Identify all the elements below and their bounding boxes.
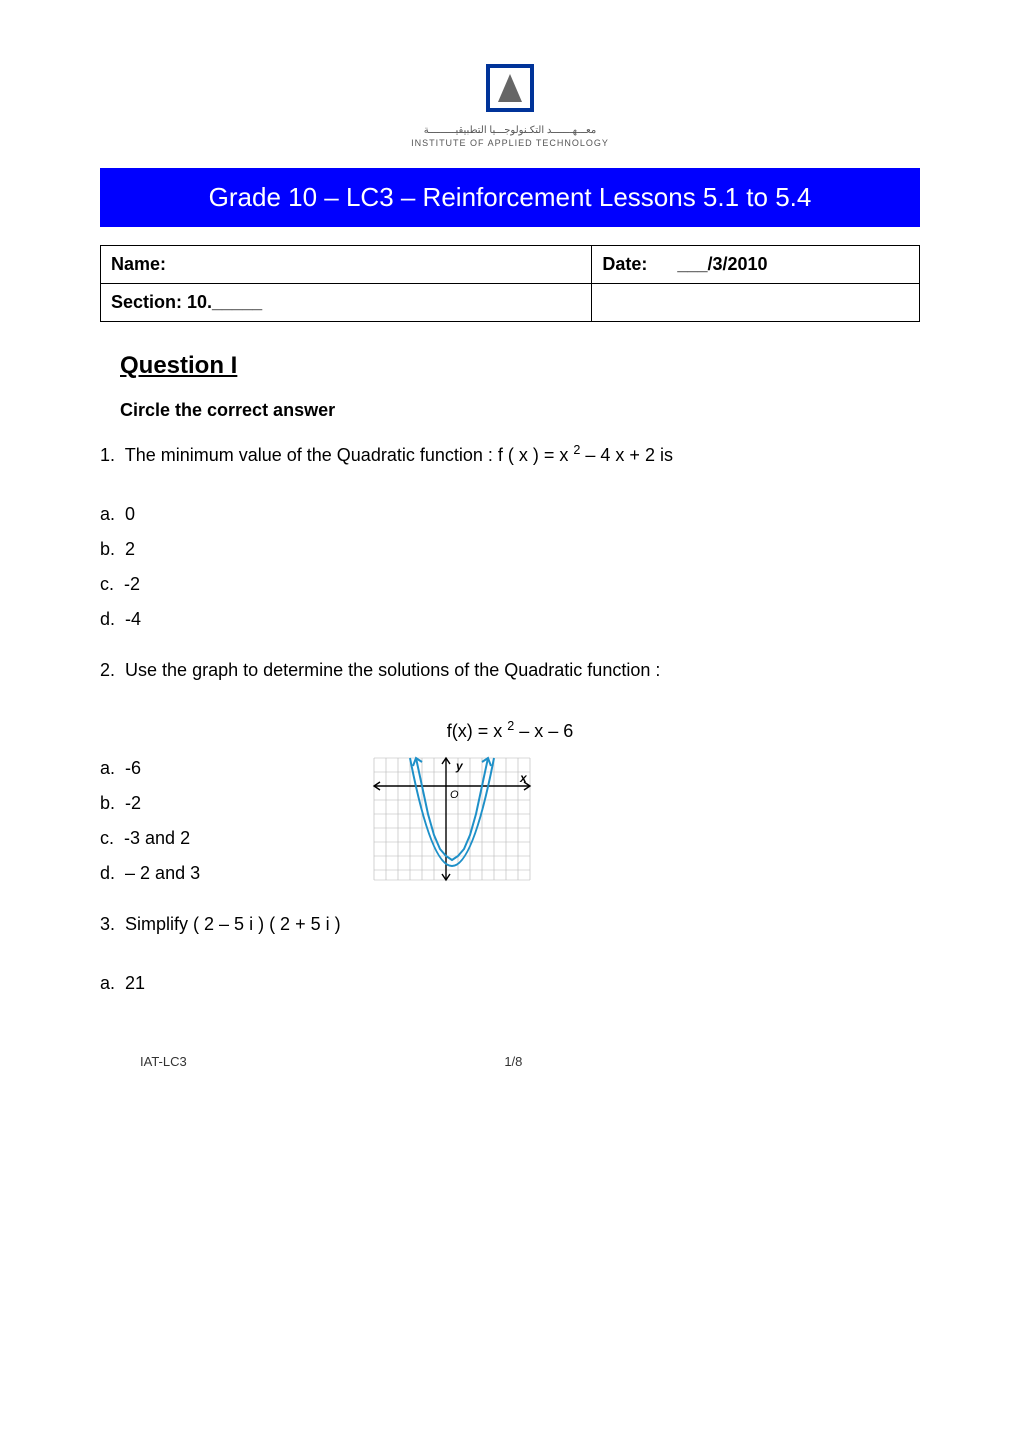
q3-text-body: Simplify ( 2 – 5 i ) ( 2 + 5 i ) [125,914,341,934]
q1-text-before: The minimum value of the Quadratic funct… [125,445,574,465]
q1-option-d: d. -4 [100,609,920,630]
question-heading: Question I [120,352,920,380]
logo-arabic-text: معـــهـــــــد التكـنولوجـــيا التطبيقيـ… [100,125,920,136]
option-text: 21 [125,973,145,993]
option-label: a. [100,504,115,524]
q1-text-after: – 4 x + 2 is [580,445,673,465]
option-label: b. [100,539,115,559]
date-cell: Date: ___/3/2010 [592,246,920,284]
q3-number: 3. [100,914,115,934]
option-text: -4 [125,609,141,629]
title-bar: Grade 10 – LC3 – Reinforcement Lessons 5… [100,168,920,227]
option-text: – 2 and 3 [125,863,200,883]
origin-label: O [450,789,459,801]
info-table: Name: Date: ___/3/2010 Section: 10._____ [100,245,920,322]
option-text: -6 [125,758,141,778]
page-footer: IAT-LC3 1/8 [100,1054,920,1069]
option-label: d. [100,609,115,629]
parabola-graph-icon: y x O [370,754,534,884]
option-label: c. [100,574,114,594]
section-label: Section: 10._____ [111,292,262,312]
q2-eq-before: f(x) = x [447,721,508,741]
empty-cell [592,284,920,322]
q2-option-d: d. – 2 and 3 [100,863,200,884]
q2-row: a. -6 b. -2 c. -3 and 2 d. – 2 and 3 [100,758,920,898]
date-label: Date: [602,254,647,274]
q1-number: 1. [100,445,115,465]
option-label: a. [100,973,115,993]
option-text: -3 and 2 [124,828,190,848]
name-label: Name: [111,254,166,274]
q1-option-a: a. 0 [100,504,920,525]
date-value: ___/3/2010 [677,254,767,274]
footer-page-number: 1/8 [187,1054,840,1069]
section-cell: Section: 10._____ [101,284,592,322]
q2-text: 2. Use the graph to determine the soluti… [100,660,920,681]
option-label: b. [100,793,115,813]
x-axis-label: x [519,771,528,785]
q2-options-col: a. -6 b. -2 c. -3 and 2 d. – 2 and 3 [100,758,200,898]
option-text: 0 [125,504,135,524]
q2-graph: y x O [370,754,534,889]
q1-option-b: b. 2 [100,539,920,560]
option-text: 2 [125,539,135,559]
name-cell: Name: [101,246,592,284]
option-text: -2 [125,793,141,813]
q2-option-a: a. -6 [100,758,200,779]
q2-option-b: b. -2 [100,793,200,814]
q1-option-c: c. -2 [100,574,920,595]
instruction-text: Circle the correct answer [120,400,920,421]
footer-left: IAT-LC3 [140,1054,187,1069]
option-label: a. [100,758,115,778]
option-label: c. [100,828,114,848]
q2-option-c: c. -3 and 2 [100,828,200,849]
q3-option-a: a. 21 [100,973,920,994]
logo-institute-text: INSTITUTE OF APPLIED TECHNOLOGY [100,138,920,148]
logo-icon [482,60,538,116]
option-label: d. [100,863,115,883]
q1-text: 1. The minimum value of the Quadratic fu… [100,443,920,466]
y-axis-label: y [455,759,464,773]
q2-eq-after: – x – 6 [514,721,573,741]
option-text: -2 [124,574,140,594]
q2-number: 2. [100,660,115,680]
q3-text: 3. Simplify ( 2 – 5 i ) ( 2 + 5 i ) [100,914,920,935]
header-logo: معـــهـــــــد التكـنولوجـــيا التطبيقيـ… [100,60,920,148]
q2-text-body: Use the graph to determine the solutions… [125,660,660,680]
q2-equation: f(x) = x 2 – x – 6 [100,719,920,742]
